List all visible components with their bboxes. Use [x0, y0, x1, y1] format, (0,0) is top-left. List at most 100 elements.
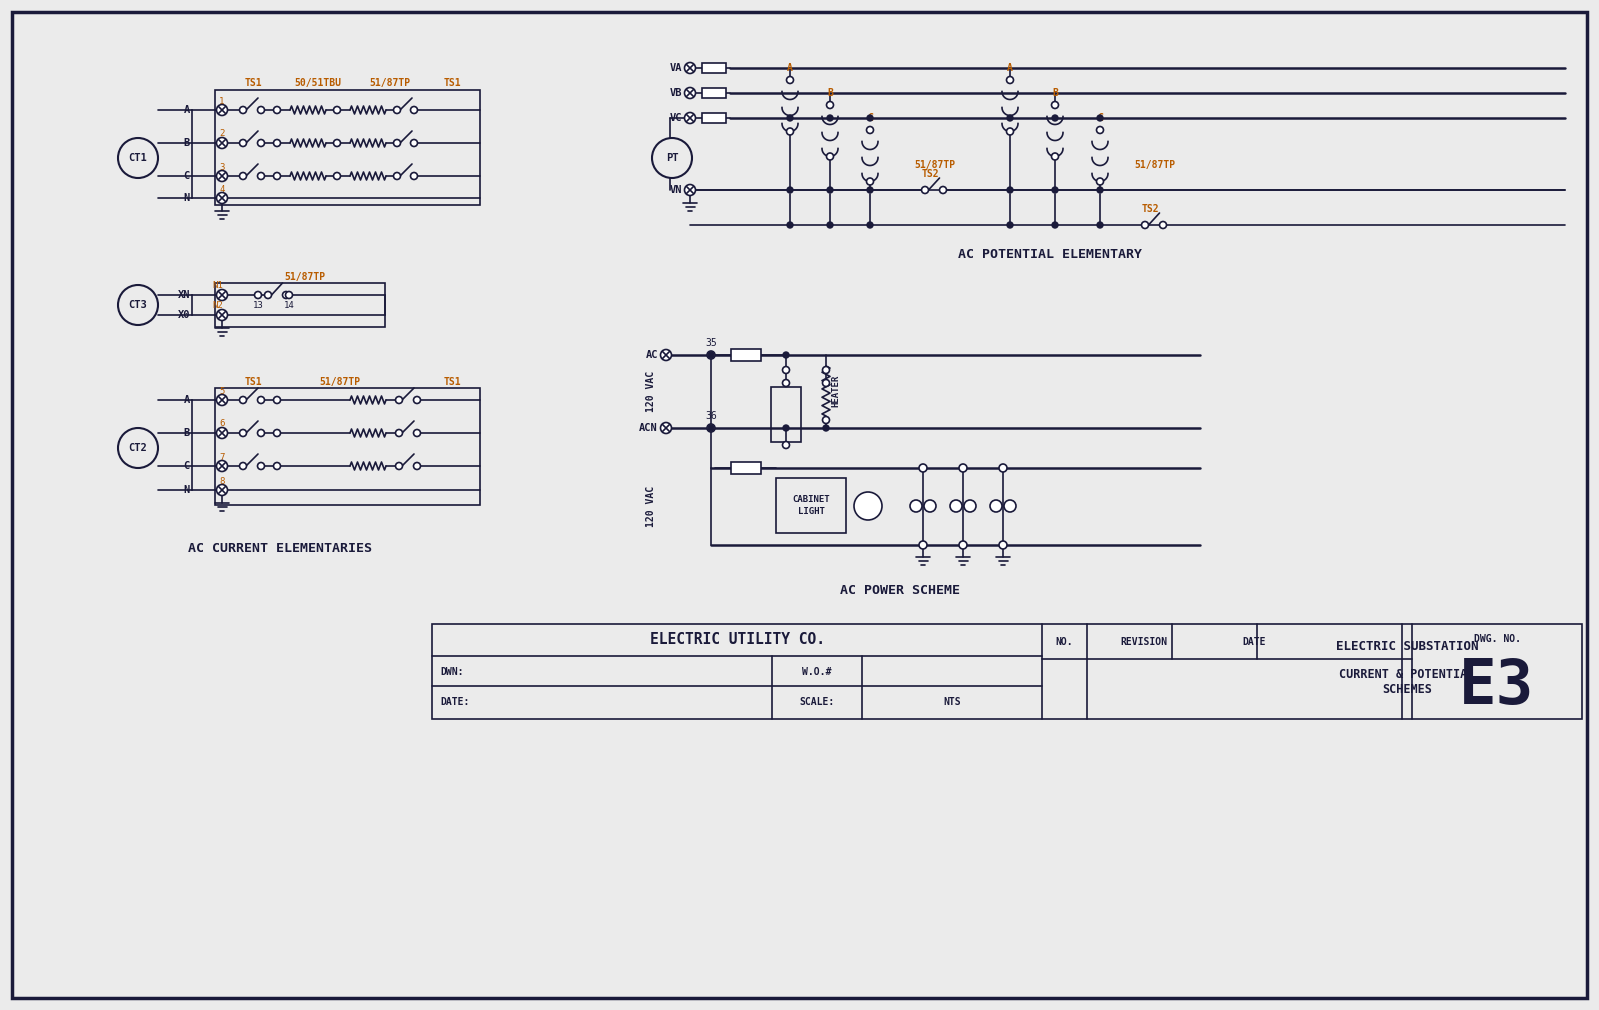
Circle shape — [393, 106, 400, 113]
Text: DATE: DATE — [1242, 637, 1266, 647]
Bar — [214, 90, 480, 205]
Circle shape — [1052, 153, 1059, 160]
Text: TS1: TS1 — [443, 78, 461, 88]
Circle shape — [787, 187, 793, 193]
Text: LIGHT: LIGHT — [798, 507, 825, 516]
Text: SCALE:: SCALE: — [800, 697, 835, 707]
Circle shape — [395, 397, 403, 404]
Circle shape — [240, 106, 246, 113]
Circle shape — [867, 115, 873, 121]
Text: W.O.#: W.O.# — [803, 667, 831, 677]
Text: C: C — [1097, 113, 1103, 123]
Text: 2: 2 — [219, 129, 225, 138]
Circle shape — [411, 106, 417, 113]
Circle shape — [1007, 222, 1014, 228]
Text: REVISION: REVISION — [1121, 637, 1167, 647]
Circle shape — [787, 115, 793, 121]
Text: B: B — [827, 88, 833, 98]
Text: 4: 4 — [219, 185, 225, 194]
Circle shape — [919, 541, 927, 549]
Text: 3: 3 — [219, 163, 225, 172]
Text: CT3: CT3 — [128, 300, 147, 310]
Circle shape — [414, 429, 421, 436]
Circle shape — [216, 193, 227, 203]
Text: X0: X0 — [177, 310, 190, 320]
Circle shape — [684, 185, 696, 196]
Circle shape — [822, 416, 830, 423]
Circle shape — [1097, 178, 1103, 185]
Text: TS1: TS1 — [245, 377, 262, 387]
Circle shape — [1052, 187, 1059, 193]
Text: DWG. NO.: DWG. NO. — [1474, 634, 1521, 644]
Circle shape — [1052, 101, 1059, 108]
Bar — [731, 349, 761, 361]
Circle shape — [273, 463, 280, 470]
Circle shape — [827, 153, 833, 160]
Circle shape — [999, 541, 1007, 549]
Circle shape — [216, 427, 227, 438]
Text: 35: 35 — [705, 338, 716, 348]
Circle shape — [257, 397, 264, 404]
Circle shape — [708, 352, 715, 358]
Circle shape — [782, 367, 790, 374]
Text: 13: 13 — [253, 301, 264, 309]
Circle shape — [240, 139, 246, 146]
Circle shape — [854, 492, 883, 520]
Bar — [702, 88, 726, 98]
Text: PT: PT — [665, 153, 678, 163]
Text: N: N — [184, 485, 190, 495]
Text: A: A — [184, 105, 190, 115]
Text: AC POWER SCHEME: AC POWER SCHEME — [839, 584, 959, 597]
Text: NO.: NO. — [1055, 637, 1073, 647]
Text: DWN:: DWN: — [440, 667, 464, 677]
Circle shape — [216, 461, 227, 472]
Circle shape — [1007, 187, 1014, 193]
Text: 36: 36 — [705, 411, 716, 421]
Circle shape — [240, 173, 246, 180]
Circle shape — [216, 104, 227, 115]
Text: N2: N2 — [213, 302, 224, 310]
Circle shape — [273, 139, 280, 146]
Circle shape — [286, 292, 293, 299]
Text: E3: E3 — [1460, 656, 1535, 717]
Text: VC: VC — [670, 113, 683, 123]
Circle shape — [273, 173, 280, 180]
Circle shape — [283, 292, 289, 299]
Circle shape — [684, 88, 696, 99]
Text: VA: VA — [670, 63, 683, 73]
Circle shape — [1097, 187, 1103, 193]
Circle shape — [257, 429, 264, 436]
Text: 50/51TBU: 50/51TBU — [294, 78, 342, 88]
Circle shape — [334, 173, 341, 180]
Bar — [771, 387, 801, 442]
Text: C: C — [867, 113, 873, 123]
Circle shape — [827, 115, 833, 121]
Bar — [731, 462, 761, 474]
Circle shape — [240, 429, 246, 436]
Circle shape — [1159, 221, 1167, 228]
Circle shape — [822, 367, 830, 374]
Text: C: C — [184, 461, 190, 471]
Circle shape — [1052, 115, 1059, 121]
Circle shape — [257, 173, 264, 180]
Bar — [702, 113, 726, 123]
Circle shape — [867, 178, 873, 185]
Circle shape — [254, 292, 262, 299]
Circle shape — [1006, 77, 1014, 84]
Text: DATE:: DATE: — [440, 697, 470, 707]
Circle shape — [990, 500, 1003, 512]
Circle shape — [414, 463, 421, 470]
Text: 1: 1 — [219, 97, 225, 105]
Circle shape — [393, 173, 400, 180]
Circle shape — [414, 397, 421, 404]
Circle shape — [1097, 115, 1103, 121]
Text: 120 VAC: 120 VAC — [646, 486, 656, 526]
Text: VN: VN — [670, 185, 683, 195]
Circle shape — [257, 106, 264, 113]
Text: N: N — [184, 193, 190, 203]
Text: A: A — [787, 63, 793, 73]
Text: 51/87TP: 51/87TP — [1134, 160, 1175, 170]
Circle shape — [707, 351, 715, 359]
Circle shape — [784, 425, 788, 431]
Circle shape — [827, 101, 833, 108]
